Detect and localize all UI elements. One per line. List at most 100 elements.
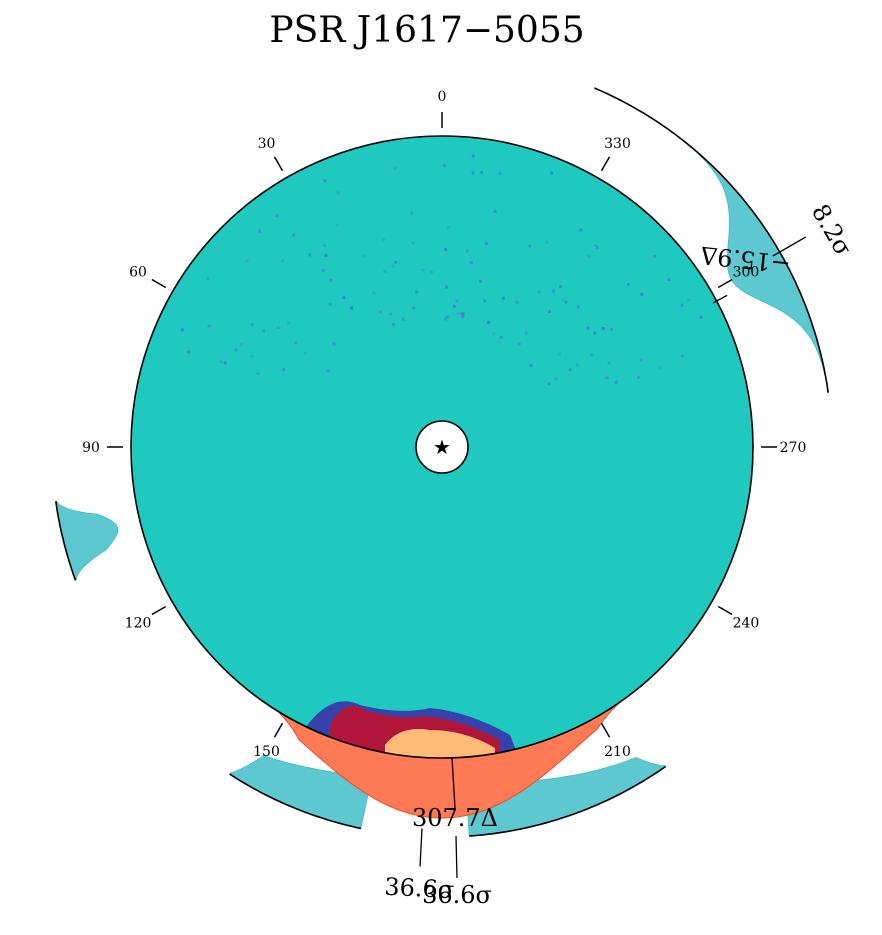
noise-pixel bbox=[326, 369, 330, 373]
noise-pixel bbox=[234, 348, 238, 352]
noise-pixel bbox=[480, 170, 483, 174]
noise-pixel bbox=[461, 314, 465, 318]
noise-pixel bbox=[586, 326, 590, 330]
noise-pixel bbox=[329, 279, 333, 283]
noise-pixel bbox=[324, 254, 328, 258]
noise-pixel bbox=[452, 304, 456, 308]
angle-tick-label: 240 bbox=[733, 616, 760, 632]
significance-arc-outline bbox=[469, 765, 667, 837]
noise-pixel bbox=[332, 341, 336, 345]
noise-pixel bbox=[250, 354, 254, 358]
significance-arc-fill bbox=[55, 500, 119, 581]
angle-tick-label: 210 bbox=[604, 744, 631, 760]
noise-pixel bbox=[321, 268, 325, 272]
noise-pixel bbox=[552, 289, 556, 293]
arc-significance-label: 36.6σ bbox=[384, 873, 455, 905]
noise-pixel bbox=[564, 300, 568, 304]
noise-pixel bbox=[382, 238, 386, 242]
noise-pixel bbox=[561, 298, 565, 302]
center-marker: ★ bbox=[415, 420, 469, 474]
noise-pixel bbox=[610, 328, 614, 331]
noise-pixel bbox=[537, 290, 541, 294]
noise-pixel bbox=[471, 154, 475, 158]
noise-pixel bbox=[294, 341, 298, 344]
noise-pixel bbox=[587, 254, 591, 258]
noise-pixel bbox=[292, 233, 296, 237]
noise-pixel bbox=[515, 300, 519, 304]
noise-pixel bbox=[576, 305, 580, 309]
angle-tick bbox=[717, 278, 733, 289]
noise-pixel bbox=[415, 290, 419, 294]
noise-pixel bbox=[389, 312, 393, 316]
feature-label: −15.9Δ bbox=[699, 241, 792, 278]
arc-label-leader bbox=[772, 236, 807, 257]
noise-pixel bbox=[430, 270, 434, 274]
noise-pixel bbox=[276, 326, 280, 329]
noise-pixel bbox=[492, 332, 496, 336]
noise-pixel bbox=[180, 328, 184, 332]
noise-pixel bbox=[412, 306, 416, 310]
center-circle bbox=[415, 420, 469, 474]
noise-pixel bbox=[499, 335, 503, 339]
disk-outline bbox=[130, 135, 754, 759]
noise-pixel bbox=[471, 171, 475, 175]
noise-pixel bbox=[640, 293, 644, 296]
noise-pixel bbox=[258, 229, 262, 233]
arc-label-leader bbox=[455, 835, 458, 879]
noise-pixel bbox=[391, 264, 395, 268]
noise-pixel bbox=[699, 315, 703, 319]
significance-arc-outline bbox=[55, 501, 77, 581]
noise-pixel bbox=[589, 353, 593, 357]
noise-pixel bbox=[558, 352, 562, 356]
noise-pixel bbox=[421, 268, 425, 272]
noise-pixel bbox=[239, 343, 243, 347]
noise-pixel bbox=[350, 306, 353, 310]
angle-tick bbox=[151, 278, 167, 289]
noise-pixel bbox=[498, 171, 502, 175]
noise-pixel bbox=[372, 291, 376, 295]
noise-pixel bbox=[479, 279, 482, 283]
feature-leader bbox=[451, 757, 456, 809]
noise-pixel bbox=[256, 372, 260, 375]
angle-tick-label: 270 bbox=[780, 440, 807, 456]
noise-pixel bbox=[287, 321, 291, 325]
noise-pixel bbox=[680, 354, 684, 358]
arc-significance-label: 8.2σ bbox=[806, 199, 858, 260]
noise-pixel bbox=[465, 249, 469, 253]
angle-tick bbox=[273, 156, 284, 172]
angle-tick-label: 300 bbox=[733, 265, 760, 281]
feature-leader bbox=[712, 294, 728, 304]
noise-pixel bbox=[461, 312, 465, 316]
noise-pixel bbox=[323, 244, 327, 248]
noise-pixel bbox=[223, 361, 227, 365]
noise-pixel bbox=[282, 368, 285, 371]
noise-pixel bbox=[447, 226, 451, 230]
noise-pixel bbox=[410, 211, 414, 215]
noise-pixel bbox=[469, 261, 473, 265]
angle-tick-label: 0 bbox=[438, 89, 447, 105]
noise-pixel bbox=[483, 299, 486, 303]
noise-pixel bbox=[554, 377, 558, 381]
star-icon: ★ bbox=[433, 435, 451, 459]
noise-pixel bbox=[280, 259, 284, 263]
noise-pixel bbox=[550, 171, 554, 175]
noise-pixel bbox=[445, 315, 449, 319]
noise-pixel bbox=[548, 310, 552, 313]
noise-pixel bbox=[607, 361, 611, 365]
noise-pixel bbox=[250, 323, 254, 327]
angle-tick bbox=[151, 605, 167, 616]
noise-pixel bbox=[393, 166, 397, 170]
noise-pixel bbox=[626, 282, 630, 286]
angle-tick-label: 120 bbox=[125, 616, 152, 632]
noise-pixel bbox=[593, 331, 597, 335]
noise-pixel bbox=[206, 276, 210, 280]
noise-pixel bbox=[394, 260, 398, 264]
noise-pixel bbox=[207, 324, 211, 328]
noise-pixel bbox=[501, 296, 505, 300]
noise-pixel bbox=[379, 310, 382, 314]
angle-tick-label: 90 bbox=[82, 440, 100, 456]
angle-tick bbox=[273, 722, 284, 738]
noise-pixel bbox=[245, 259, 249, 263]
noise-pixel bbox=[529, 364, 533, 368]
noise-pixel bbox=[601, 326, 605, 330]
